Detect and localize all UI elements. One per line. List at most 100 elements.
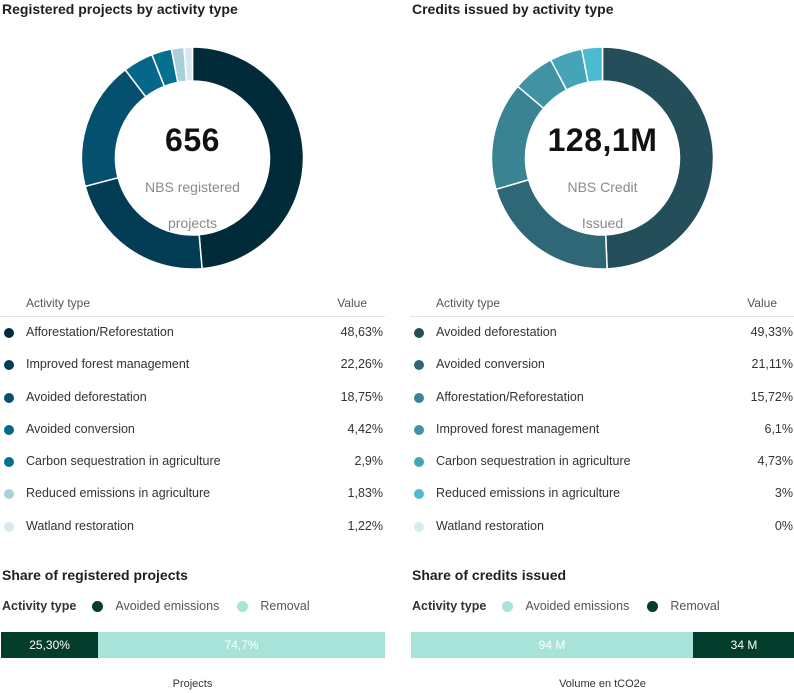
- legend-item[interactable]: Removal: [237, 599, 310, 613]
- table-row[interactable]: Improved forest management 6,1%: [410, 414, 794, 446]
- table-row[interactable]: Reduced emissions in agriculture 1,83%: [0, 478, 385, 510]
- legend-item[interactable]: Removal: [647, 599, 720, 613]
- activity-table: Activity type Value Avoided deforestatio…: [410, 290, 794, 543]
- donut-center-value: 656: [165, 122, 220, 158]
- donut-slice[interactable]: [183, 46, 194, 83]
- share-bar: 94 M 34 M: [411, 632, 794, 658]
- center-label-line: Issued: [581, 215, 624, 231]
- row-value: 4,42%: [347, 421, 383, 436]
- row-label: Avoided conversion: [26, 421, 135, 436]
- donut-center-value: 128,1M: [547, 122, 658, 158]
- table-row[interactable]: Improved forest management 22,26%: [0, 349, 385, 381]
- series-dot: [414, 489, 424, 500]
- center-label-line: projects: [167, 215, 218, 231]
- row-value: 22,26%: [340, 357, 383, 372]
- series-dot: [414, 424, 424, 435]
- legend-dot: [502, 600, 514, 612]
- row-label: Carbon sequestration in agriculture: [436, 454, 631, 469]
- donut-slice[interactable]: [191, 46, 305, 270]
- center-label-line: NBS Credit: [567, 179, 638, 195]
- panel-title: Credits issued by activity type: [412, 1, 614, 17]
- table-row[interactable]: Watland restoration 1,22%: [0, 511, 385, 543]
- donut-slice[interactable]: [601, 46, 715, 270]
- table-row[interactable]: Afforestation/Reforestation 48,63%: [0, 317, 385, 349]
- table-header: Activity type Value: [0, 290, 385, 317]
- row-value: 18,75%: [340, 389, 383, 404]
- row-label: Carbon sequestration in agriculture: [26, 454, 221, 469]
- share-axis-title: Projects: [172, 678, 213, 690]
- column-header-value: Value: [337, 296, 367, 310]
- legend-label: Avoided emissions: [115, 599, 220, 613]
- row-value: 15,72%: [750, 389, 793, 404]
- bar-segment[interactable]: 25,30%: [1, 632, 99, 658]
- series-dot: [414, 392, 424, 403]
- series-dot: [4, 521, 14, 532]
- table-row[interactable]: Avoided deforestation 18,75%: [0, 382, 385, 414]
- row-value: 6,1%: [764, 421, 794, 436]
- series-dot: [4, 360, 14, 371]
- series-dot: [4, 489, 14, 500]
- table-row[interactable]: Carbon sequestration in agriculture 4,73%: [410, 446, 794, 478]
- table-row[interactable]: Avoided deforestation 49,33%: [410, 317, 794, 349]
- donut-center-label: NBS Credit Issued: [410, 160, 794, 250]
- row-value: 1,22%: [347, 518, 383, 533]
- series-dot: [414, 328, 424, 338]
- row-value: 3%: [774, 486, 793, 501]
- share-bar: 25,30% 74,7%: [1, 632, 385, 658]
- series-dot: [414, 521, 424, 532]
- row-label: Watland restoration: [436, 518, 544, 533]
- table-rows: Avoided deforestation 49,33% Avoided conve…: [410, 317, 794, 543]
- row-label: Afforestation/Reforestation: [436, 389, 584, 404]
- bar-segment[interactable]: 34 M: [693, 632, 794, 658]
- column-header-activity: Activity type: [436, 296, 501, 310]
- legend-title: Activity type: [2, 599, 77, 613]
- registered-projects-panel: Registered projects by activity type 656…: [0, 0, 385, 693]
- credits-issued-panel: Credits issued by activity type 128,1M N…: [410, 0, 794, 693]
- legend-label: Avoided emissions: [525, 599, 630, 613]
- donut-slice[interactable]: [580, 46, 604, 84]
- series-dot: [4, 424, 14, 435]
- share-title: Share of credits issued: [412, 567, 567, 583]
- donut-chart: 128,1M NBS Credit Issued: [410, 36, 794, 280]
- share-legend: Activity type Avoided emissions Removal: [412, 599, 738, 613]
- row-label: Avoided deforestation: [26, 389, 147, 404]
- share-legend: Activity type Avoided emissions Removal: [2, 599, 328, 613]
- center-label-line: NBS registered: [145, 179, 240, 195]
- legend-dot: [92, 600, 104, 612]
- table-rows: Afforestation/Reforestation 48,63% Improve…: [0, 317, 385, 543]
- table-header: Activity type Value: [410, 290, 794, 317]
- row-value: 0%: [774, 518, 793, 533]
- row-label: Avoided deforestation: [436, 325, 557, 339]
- legend-item[interactable]: Avoided emissions: [92, 599, 219, 613]
- row-label: Reduced emissions in agriculture: [436, 486, 621, 501]
- series-dot: [4, 328, 14, 338]
- legend-dot: [237, 600, 249, 612]
- legend-label: Removal: [260, 599, 310, 613]
- bar-segment[interactable]: 74,7%: [98, 632, 385, 658]
- legend-dot: [647, 600, 659, 612]
- row-label: Improved forest management: [436, 421, 600, 436]
- row-value: 21,11%: [751, 357, 793, 372]
- series-dot: [4, 457, 14, 468]
- row-value: 49,33%: [750, 325, 793, 339]
- donut-chart: 656 NBS registered projects: [0, 36, 385, 280]
- series-dot: [414, 360, 424, 371]
- bar-segment[interactable]: 94 M: [411, 632, 693, 658]
- column-header-activity: Activity type: [26, 296, 91, 310]
- legend-item[interactable]: Avoided emissions: [502, 599, 629, 613]
- donut-svg: [490, 46, 715, 270]
- table-row[interactable]: Watland restoration 0%: [410, 511, 794, 543]
- table-row[interactable]: Avoided conversion 4,42%: [0, 414, 385, 446]
- row-label: Avoided conversion: [436, 357, 545, 372]
- row-label: Afforestation/Reforestation: [26, 325, 174, 339]
- column-header-value: Value: [747, 296, 777, 310]
- share-title: Share of registered projects: [2, 567, 188, 583]
- activity-table: Activity type Value Afforestation/Refore…: [0, 290, 385, 543]
- legend-label: Removal: [670, 599, 720, 613]
- table-row[interactable]: Carbon sequestration in agriculture 2,9%: [0, 446, 385, 478]
- series-dot: [4, 392, 14, 403]
- table-row[interactable]: Afforestation/Reforestation 15,72%: [410, 382, 794, 414]
- table-row[interactable]: Avoided conversion 21,11%: [410, 349, 794, 381]
- table-row[interactable]: Reduced emissions in agriculture 3%: [410, 478, 794, 510]
- row-value: 1,83%: [347, 486, 383, 501]
